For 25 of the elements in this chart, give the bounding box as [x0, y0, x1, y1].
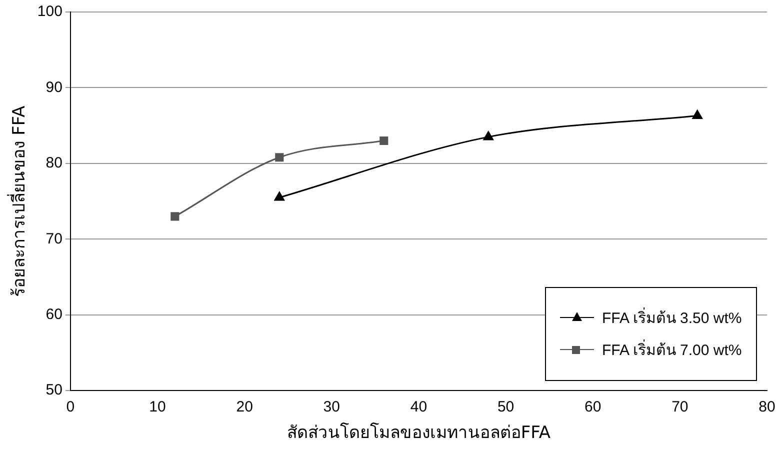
y-tick-label: 60 — [46, 306, 62, 324]
point — [483, 131, 494, 140]
x-tick-label: 10 — [149, 398, 166, 416]
point — [274, 192, 284, 201]
legend-label: FFA เริ่มต้น 3.50 wt% — [602, 306, 742, 329]
y-tick-label: 70 — [46, 230, 62, 248]
point — [275, 153, 284, 162]
y-tick-label: 90 — [46, 78, 62, 96]
x-tick-label: 40 — [410, 398, 428, 416]
y-axis-title: ร้อยละการเปลี่ยนของ FFA — [6, 105, 30, 297]
point — [380, 136, 388, 146]
legend-label: FFA เริ่มต้น 7.00 wt% — [602, 338, 742, 361]
x-tick-label: 0 — [66, 398, 75, 416]
x-tick-label: 70 — [672, 398, 688, 416]
x-tick-label: 20 — [236, 398, 253, 416]
y-tick-label: 80 — [46, 154, 62, 172]
x-tick-label: 80 — [758, 398, 776, 416]
x-tick-label: 50 — [497, 398, 514, 416]
y-tick-label: 100 — [37, 3, 62, 20]
x-tick-label: 30 — [323, 398, 340, 416]
x-tick-label: 60 — [584, 398, 602, 416]
point — [170, 212, 180, 221]
y-tick-label: 50 — [46, 382, 62, 399]
x-axis-title: สัดส่วนโดยโมลของเมทานอลต่อFFA — [286, 422, 551, 444]
point — [692, 110, 702, 119]
